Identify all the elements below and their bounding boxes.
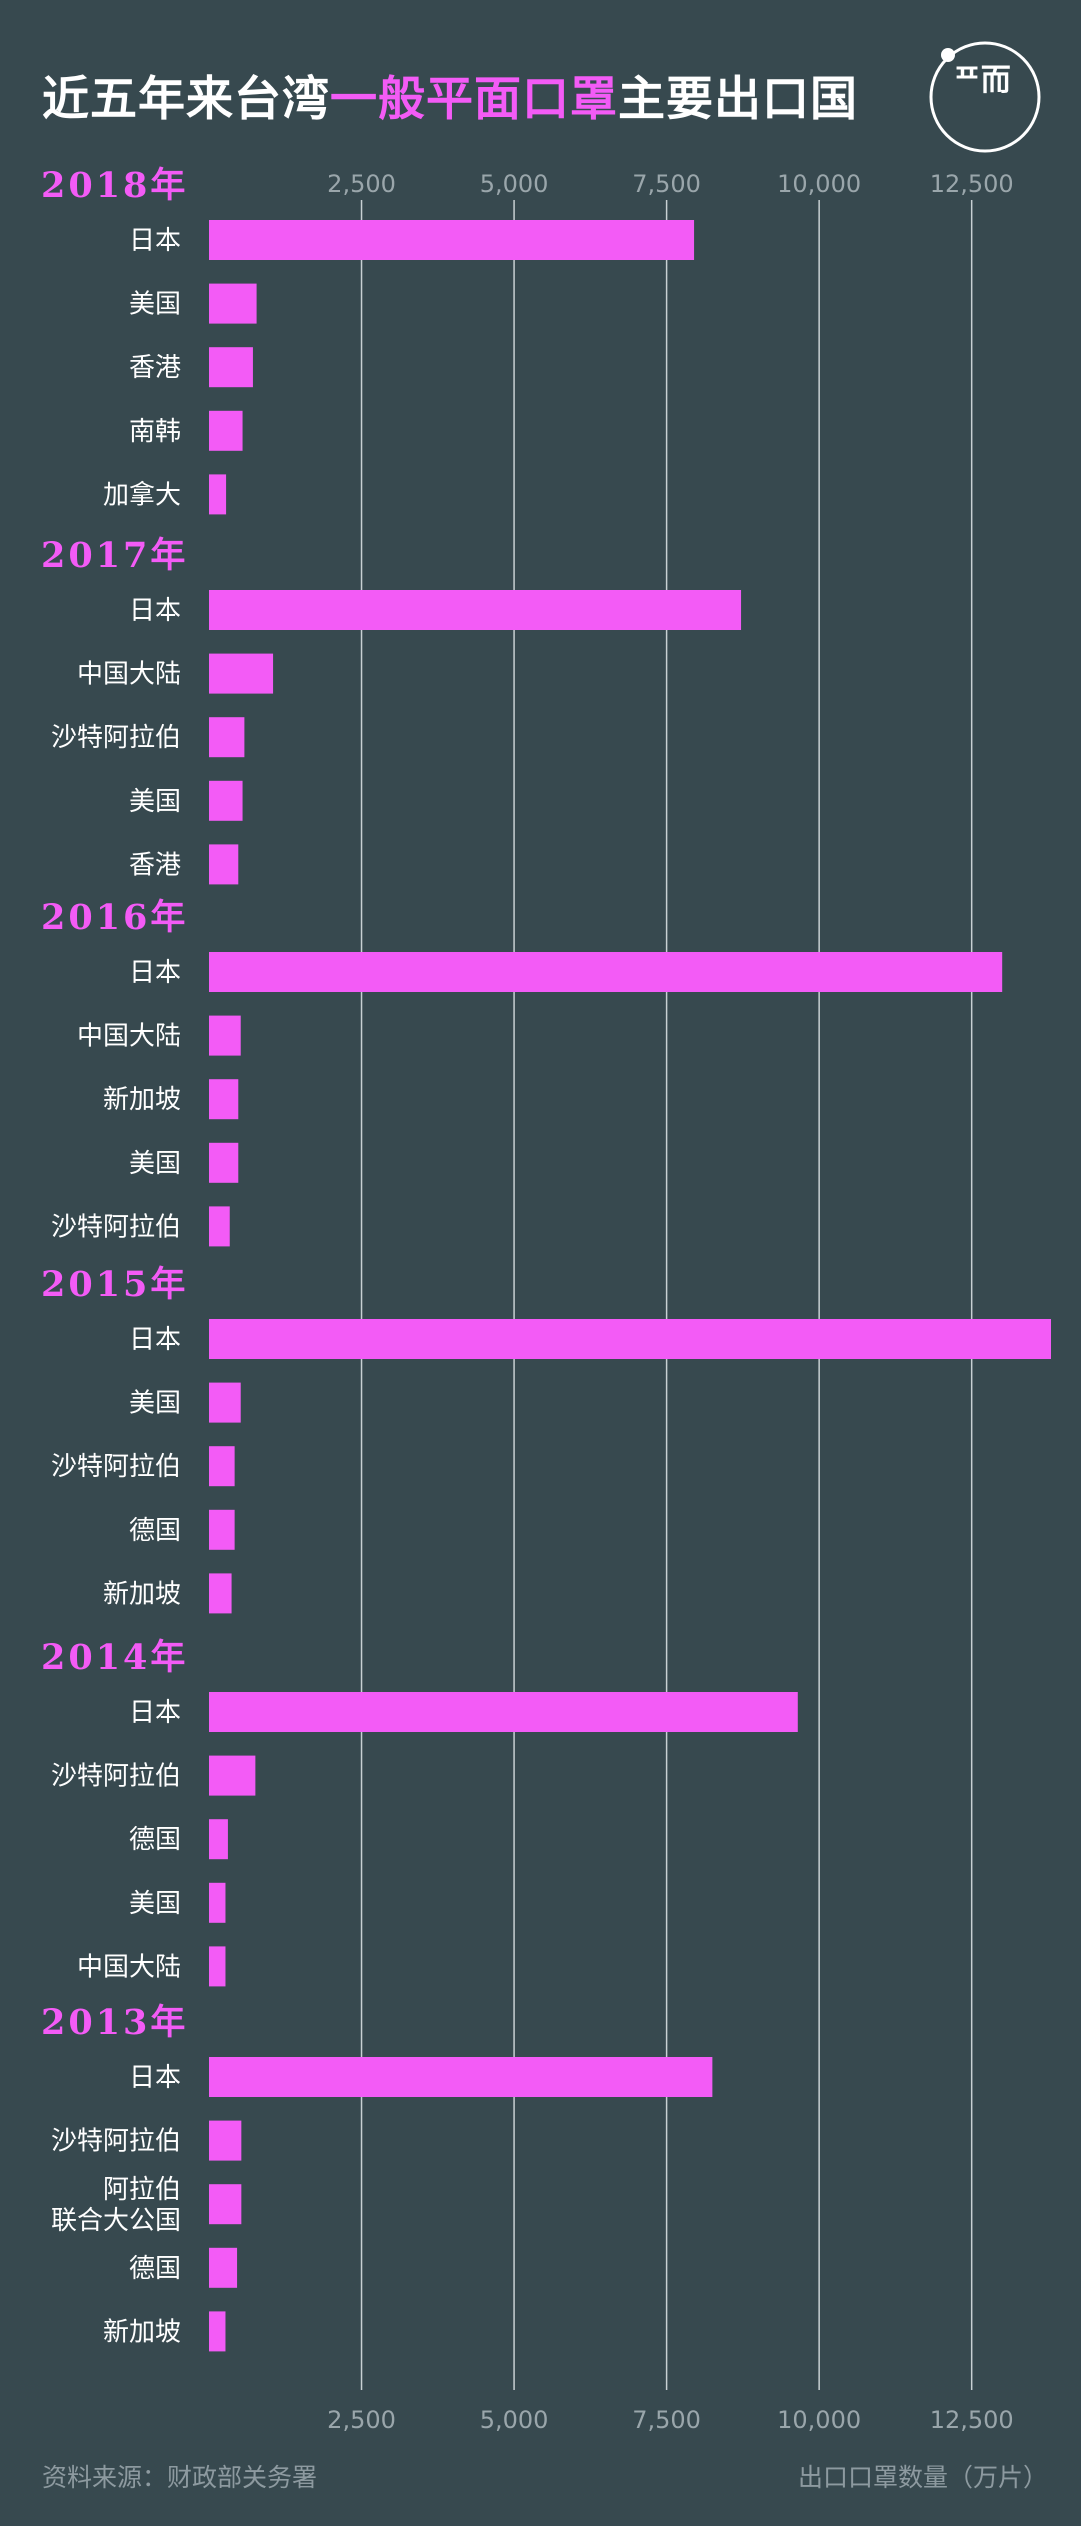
bar xyxy=(209,1015,241,1056)
bar xyxy=(209,653,274,694)
category-label: 香港 xyxy=(129,353,181,383)
bar xyxy=(209,2184,242,2225)
bar xyxy=(209,283,257,324)
year-label: 2017年 xyxy=(41,535,188,576)
category-label: 阿拉伯 xyxy=(103,2175,181,2205)
category-label: 德国 xyxy=(129,1516,181,1546)
x-tick-label-top: 7,500 xyxy=(632,170,701,198)
x-tick-label-top: 10,000 xyxy=(777,170,861,198)
bar xyxy=(209,952,1003,992)
x-tick-label-top: 2,500 xyxy=(327,170,396,198)
bar xyxy=(209,717,245,758)
x-tick-label-bottom: 10,000 xyxy=(777,2406,861,2434)
logo-text: ᄑ而 xyxy=(953,63,1011,98)
category-label: 沙特阿拉伯 xyxy=(51,1762,181,1792)
category-label: 日本 xyxy=(129,596,181,626)
bar xyxy=(209,2311,226,2352)
category-label: 美国 xyxy=(129,1389,181,1419)
year-label: 2016年 xyxy=(41,897,188,938)
bar xyxy=(209,2120,242,2161)
bar xyxy=(209,1946,226,1987)
category-label: 中国大陆 xyxy=(77,660,181,690)
title-part-2: 主要出口国 xyxy=(618,72,858,127)
bar xyxy=(209,1142,239,1183)
category-label: 加拿大 xyxy=(103,480,181,510)
x-tick-label-top: 5,000 xyxy=(480,170,549,198)
category-label: 联合大公国 xyxy=(51,2206,181,2236)
bar xyxy=(209,347,253,388)
bar xyxy=(209,844,239,885)
category-label: 香港 xyxy=(129,850,181,880)
bar xyxy=(209,1573,232,1614)
bar xyxy=(209,474,227,515)
duan-logo-icon: ᄑ而 xyxy=(929,41,1041,153)
x-tick-label-bottom: 2,500 xyxy=(327,2406,396,2434)
logo-dot xyxy=(941,48,955,62)
bar xyxy=(209,1206,230,1247)
category-label: 日本 xyxy=(129,226,181,256)
title-part-1: 近五年来台湾 xyxy=(42,72,330,127)
bar xyxy=(209,1446,235,1487)
category-label: 新加坡 xyxy=(103,2317,181,2347)
bar xyxy=(209,2057,713,2097)
x-tick-label-bottom: 7,500 xyxy=(632,2406,701,2434)
bar xyxy=(209,2247,238,2288)
category-label: 日本 xyxy=(129,958,181,988)
logo-ring xyxy=(929,41,1041,153)
year-label: 2018年 xyxy=(41,165,188,206)
bar xyxy=(209,780,243,821)
bar xyxy=(209,410,243,451)
category-label: 沙特阿拉伯 xyxy=(51,1212,181,1242)
category-label: 日本 xyxy=(129,1698,181,1728)
category-label: 中国大陆 xyxy=(77,1022,181,1052)
bar xyxy=(209,1755,256,1796)
category-label: 新加坡 xyxy=(103,1085,181,1115)
category-label: 美国 xyxy=(129,290,181,320)
bar xyxy=(209,590,742,630)
year-label: 2013年 xyxy=(41,2002,188,2043)
category-label: 德国 xyxy=(129,2254,181,2284)
source-note: 资料来源：财政部关务署 xyxy=(42,2463,318,2492)
title-highlight: 一般平面口罩 xyxy=(330,72,618,127)
category-label: 中国大陆 xyxy=(77,1952,181,1982)
bar xyxy=(209,1692,798,1732)
category-label: 德国 xyxy=(129,1825,181,1855)
x-tick-label-top: 12,500 xyxy=(930,170,1014,198)
unit-label: 出口口罩数量（万片） xyxy=(797,2463,1048,2492)
category-label: 日本 xyxy=(129,2063,181,2093)
chart-title: 近五年来台湾一般平面口罩主要出口国 xyxy=(42,60,858,129)
category-label: 沙特阿拉伯 xyxy=(51,1452,181,1482)
category-label: 南韩 xyxy=(129,417,181,447)
bar xyxy=(209,1319,1051,1359)
bar xyxy=(209,1382,241,1423)
category-label: 美国 xyxy=(129,1889,181,1919)
year-label: 2015年 xyxy=(41,1264,188,1305)
category-label: 日本 xyxy=(129,1325,181,1355)
category-label: 美国 xyxy=(129,787,181,817)
x-tick-label-bottom: 5,000 xyxy=(480,2406,549,2434)
category-label: 新加坡 xyxy=(103,1579,181,1609)
category-label: 沙特阿拉伯 xyxy=(51,723,181,753)
bar xyxy=(209,1509,235,1550)
category-label: 美国 xyxy=(129,1149,181,1179)
bar xyxy=(209,1882,226,1923)
bar xyxy=(209,1819,228,1860)
bar xyxy=(209,220,695,260)
year-label: 2014年 xyxy=(41,1637,188,1678)
bar xyxy=(209,1079,239,1120)
category-label: 沙特阿拉伯 xyxy=(51,2127,181,2157)
x-tick-label-bottom: 12,500 xyxy=(930,2406,1014,2434)
